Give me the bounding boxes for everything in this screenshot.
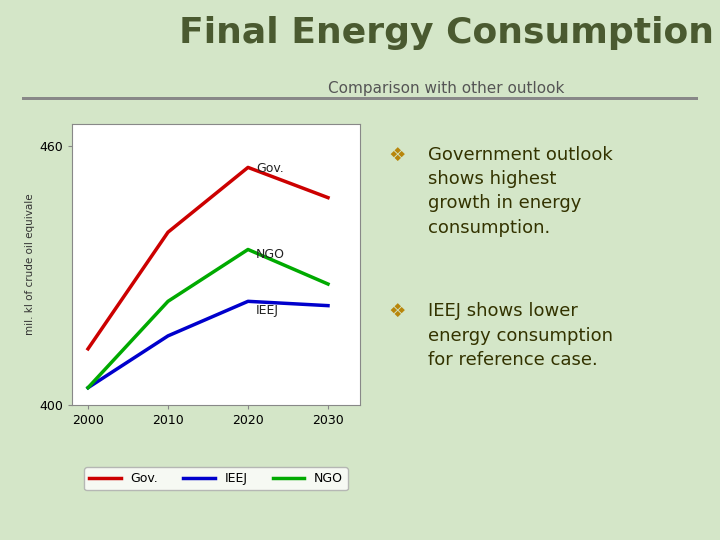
Gov. (163, 229, 172, 235)
Line: Gov.: Gov. (88, 167, 328, 349)
Text: NGO: NGO (256, 248, 285, 261)
Legend: Gov., IEEJ, NGO: Gov., IEEJ, NGO (84, 468, 348, 490)
Text: Comparison with other outlook: Comparison with other outlook (328, 81, 564, 96)
NGO (84, 384, 92, 391)
Y-axis label: mil. kl of crude oil equivale: mil. kl of crude oil equivale (25, 194, 35, 335)
Text: IEEJ shows lower
energy consumption
for reference case.: IEEJ shows lower energy consumption for … (428, 302, 613, 369)
NGO (324, 281, 333, 287)
Text: ❖: ❖ (389, 146, 406, 165)
Text: ❖: ❖ (389, 302, 406, 321)
IEEJ (324, 302, 333, 309)
IEEJ (243, 298, 252, 305)
Text: IEEJ: IEEJ (256, 304, 279, 318)
Gov. (324, 194, 333, 201)
IEEJ (84, 384, 92, 391)
Gov. (243, 164, 252, 171)
Text: Final Energy Consumption: Final Energy Consumption (179, 16, 714, 50)
Line: NGO: NGO (88, 249, 328, 388)
NGO (243, 246, 252, 253)
Text: Gov.: Gov. (256, 161, 284, 175)
NGO (163, 298, 172, 305)
IEEJ (163, 333, 172, 339)
Gov. (84, 346, 92, 352)
Line: IEEJ: IEEJ (88, 301, 328, 388)
Text: Government outlook
shows highest
growth in energy
consumption.: Government outlook shows highest growth … (428, 146, 613, 237)
